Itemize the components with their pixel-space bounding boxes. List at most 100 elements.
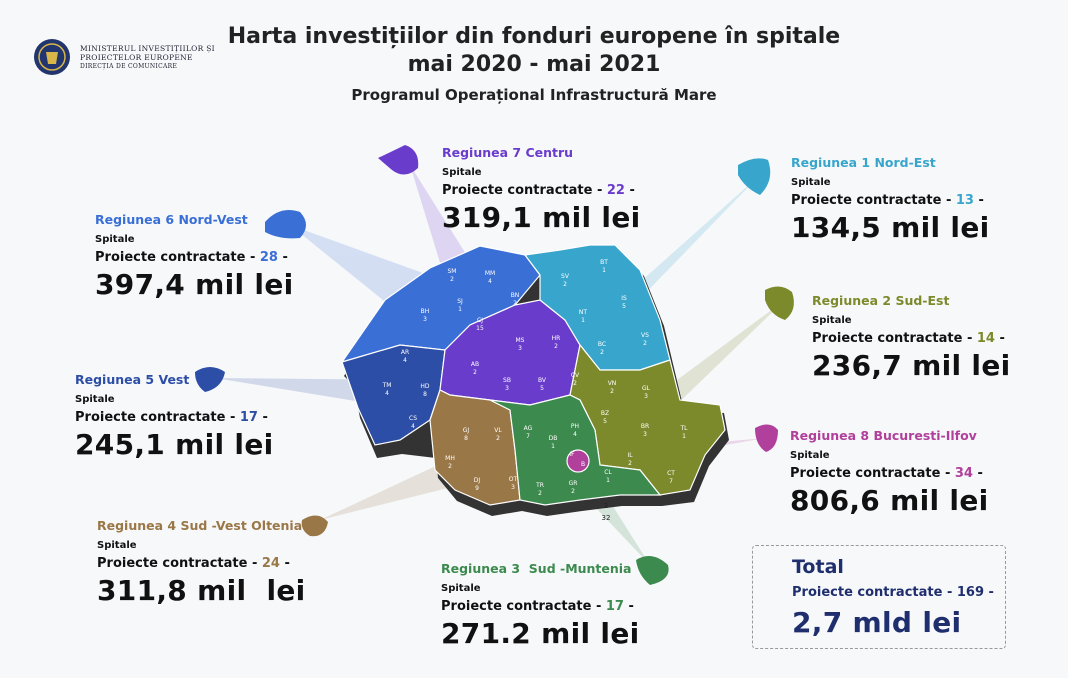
region-projects: Proiecte contractate - 14 - <box>812 331 1005 346</box>
county-labels: SM2MM4BH3SJ1BN2CJ15AR4TM4HD8CS4AB2MS3HR2… <box>382 259 689 522</box>
county-code: GR <box>569 480 578 487</box>
region-amount: 236,7 mil lei <box>812 349 1011 382</box>
county-count: 3 <box>644 393 648 400</box>
county-code: BZ <box>601 410 609 417</box>
region-projects: Proiecte contractate - 28 - <box>95 250 288 265</box>
county-count: 7 <box>526 433 530 440</box>
county-code: HD <box>420 383 430 390</box>
projects-label: Proiecte contractate - <box>791 193 952 208</box>
county-code: CT <box>667 470 675 477</box>
county-code: TL <box>679 425 688 432</box>
projects-label: Proiecte contractate - <box>97 556 258 571</box>
county-count: 2 <box>573 380 577 387</box>
county-count: 5 <box>622 303 626 310</box>
total-box: Total Proiecte contractate - 169 - 2,7 m… <box>752 545 1006 649</box>
county-code: MM <box>485 270 495 277</box>
region-name: Regiunea 5 Vest <box>75 372 190 387</box>
county-count: 9 <box>475 485 479 492</box>
region-projects: Proiecte contractate - 13 - <box>791 193 984 208</box>
county-count: 1 <box>682 433 686 440</box>
county-code: TR <box>535 482 544 489</box>
county-code: BV <box>538 377 547 384</box>
county-code: AB <box>471 361 479 368</box>
county-count: 1 <box>458 306 462 313</box>
county-code: IL <box>627 452 633 459</box>
county-count: 2 <box>473 369 477 376</box>
county-code: AG <box>524 425 533 432</box>
county-count: 4 <box>385 390 389 397</box>
projects-count: 169 <box>956 585 985 600</box>
county-count: 2 <box>496 435 500 442</box>
region-amount: 245,1 mil lei <box>75 428 274 461</box>
county-count: 2 <box>571 488 575 495</box>
county-code: SJ <box>457 298 463 305</box>
projects-count: 13 <box>955 193 974 208</box>
county-code: CJ <box>477 317 483 324</box>
projects-label: Proiecte contractate - <box>442 183 603 198</box>
county-count: 3 <box>643 431 647 438</box>
region-name: Regiunea 1 Nord-Est <box>791 155 936 170</box>
county-code: BN <box>511 292 520 299</box>
region-label: Spitale <box>791 177 831 188</box>
region-label: Spitale <box>95 234 135 245</box>
county-count: 1 <box>551 443 555 450</box>
projects-count: 22 <box>606 183 625 198</box>
region-label: Spitale <box>97 540 137 551</box>
dash: - <box>988 585 994 600</box>
projects-count: 14 <box>976 331 995 346</box>
projects-count: 17 <box>605 599 624 614</box>
county-code: GL <box>642 385 651 392</box>
region-name: Regiunea 8 Bucuresti-Ilfov <box>790 428 977 443</box>
subtitle: Programul Operațional Infrastructură Mar… <box>351 86 717 104</box>
county-code: HR <box>552 335 561 342</box>
county-count: 2 <box>513 300 517 307</box>
county-code: NT <box>579 309 587 316</box>
county-count: 2 <box>604 502 608 510</box>
dash: - <box>977 466 983 481</box>
county-count: 4 <box>403 357 407 364</box>
region-amount: 397,4 mil lei <box>95 268 294 301</box>
dash: - <box>629 183 635 198</box>
region-projects: Proiecte contractate - 34 - <box>790 466 983 481</box>
dash: - <box>628 599 634 614</box>
region-label: Spitale <box>75 394 115 405</box>
region-name: Regiunea 4 Sud -Vest Oltenia <box>97 518 303 533</box>
projects-label: Proiecte contractate - <box>790 466 951 481</box>
county-count: 2 <box>450 276 454 283</box>
county-code: CL <box>604 469 612 476</box>
county-count: 8 <box>464 435 468 442</box>
region-name: Regiunea 6 Nord-Vest <box>95 212 248 227</box>
county-code: VL <box>494 427 502 434</box>
county-code: BH <box>421 308 430 315</box>
region-label: Spitale <box>790 450 830 461</box>
region-projects: Proiecte contractate - 17 - <box>441 599 634 614</box>
county-count: 8 <box>423 391 427 398</box>
county-code: PH <box>571 423 579 430</box>
projects-label: Proiecte contractate - <box>95 250 256 265</box>
county-count: 5 <box>603 418 607 425</box>
total-title: Total <box>792 556 844 578</box>
dash: - <box>284 556 290 571</box>
ministry-line: Direcția de Comunicare <box>80 63 178 70</box>
county-code: MS <box>516 337 525 344</box>
county-count: 2 <box>448 463 452 470</box>
region-amount: 134,5 mil lei <box>791 211 990 244</box>
projects-count: 17 <box>239 410 258 425</box>
county-code: SM <box>448 268 457 275</box>
county-count: 5 <box>540 385 544 392</box>
county-count: 2 <box>554 343 558 350</box>
title: Harta investițiilor din fonduri europene… <box>227 24 841 49</box>
county-count: 4 <box>573 431 577 438</box>
county-code: DJ <box>474 477 481 484</box>
projects-label: Proiecte contractate - <box>812 331 973 346</box>
region-projects: Proiecte contractate - 22 - <box>442 183 635 198</box>
county-code: BR <box>641 423 649 430</box>
regions <box>340 244 729 516</box>
region-projects: Proiecte contractate - 17 - <box>75 410 268 425</box>
projects-label: Proiecte contractate - <box>441 599 602 614</box>
county-count: 4 <box>411 423 415 430</box>
total-amount: 2,7 mld lei <box>792 606 962 639</box>
county-count: 3 <box>423 316 427 323</box>
county-code: VS <box>641 332 649 339</box>
